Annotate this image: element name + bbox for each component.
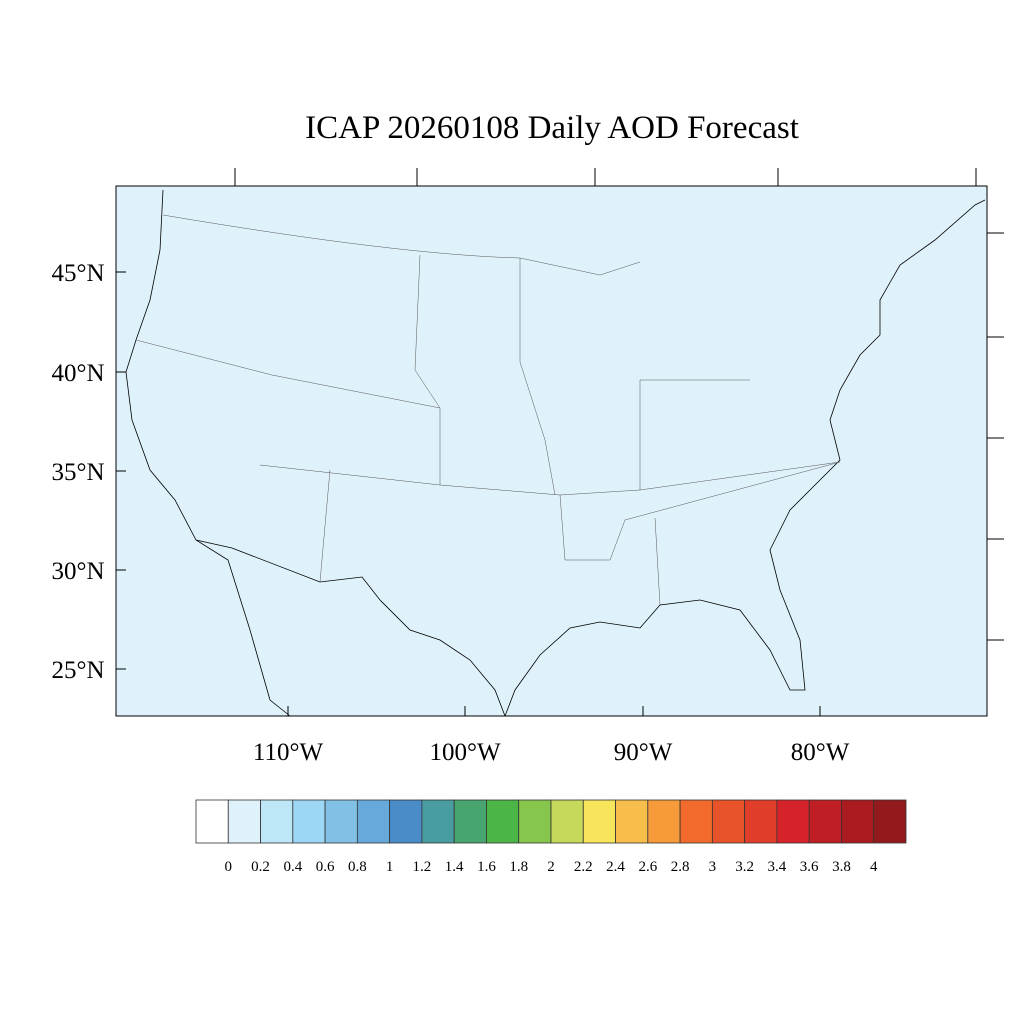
- lat-label: 30°N: [51, 558, 104, 585]
- colorbar-swatch: [841, 799, 875, 844]
- longitude-axis: 110°W 100°W 90°W 80°W: [253, 706, 850, 766]
- colorbar-label: 0.4: [283, 859, 302, 875]
- colorbar-swatch: [679, 799, 713, 844]
- colorbar-label: 1.2: [413, 859, 432, 875]
- frame-ticks: [234, 168, 1004, 641]
- colorbar-swatch: [389, 799, 423, 844]
- colorbar-label: 2.8: [671, 859, 690, 875]
- lat-label: 40°N: [51, 360, 104, 387]
- colorbar-swatch: [453, 799, 487, 844]
- lon-label: 90°W: [614, 739, 673, 766]
- colorbar-label: 0.8: [348, 859, 367, 875]
- colorbar-label: 2.4: [606, 859, 625, 875]
- colorbar-label: 2.2: [574, 859, 593, 875]
- state-borders: [135, 214, 841, 606]
- colorbar-swatch: [776, 799, 810, 844]
- lon-label: 100°W: [429, 739, 500, 766]
- map-title: ICAP 20260108 Daily AOD Forecast: [305, 110, 799, 146]
- lat-label: 25°N: [51, 657, 104, 684]
- colorbar-label: 2: [547, 859, 555, 875]
- colorbar-swatch: [711, 799, 746, 844]
- colorbar-label: 3.4: [768, 859, 787, 875]
- colorbar-swatch: [356, 799, 391, 844]
- colorbar-swatch: [486, 799, 520, 844]
- colorbar-label: 3.8: [832, 859, 851, 875]
- colorbar-swatch: [324, 799, 358, 844]
- colorbar-swatch: [873, 799, 907, 844]
- lon-label: 80°W: [791, 739, 850, 766]
- lat-label: 35°N: [51, 459, 104, 486]
- colorbar-swatch: [227, 799, 261, 844]
- colorbar: 0 0.2 0.4 0.6 0.8 1 1.2 1.4 1.6 1.8 2 2.2 2.4 2.6 2.8 3…: [195, 799, 907, 875]
- map-background: [115, 185, 988, 717]
- colorbar-swatch: [260, 799, 294, 844]
- colorbar-label: 0.6: [316, 859, 335, 875]
- colorbar-swatch: [647, 799, 681, 844]
- colorbar-label: 2.6: [638, 859, 657, 875]
- colorbar-label: 3.6: [800, 859, 819, 875]
- colorbar-label: 1.6: [477, 859, 496, 875]
- colorbar-swatch: [615, 799, 649, 844]
- colorbar-swatch: [518, 799, 552, 844]
- us-coastline: [125, 189, 986, 717]
- colorbar-label: 0.2: [251, 859, 270, 875]
- colorbar-swatch: [582, 799, 616, 844]
- colorbar-swatch: [292, 799, 326, 844]
- colorbar-swatch: [421, 799, 455, 844]
- lat-label: 45°N: [51, 260, 104, 287]
- colorbar-swatch: [744, 799, 778, 844]
- colorbar-label: 0: [225, 859, 233, 875]
- latitude-axis: 45°N 40°N 35°N 30°N 25°N: [51, 260, 126, 684]
- colorbar-label: 4: [870, 859, 878, 875]
- lon-label: 110°W: [253, 739, 324, 766]
- colorbar-swatch: [550, 799, 584, 844]
- colorbar-label: 3: [709, 859, 717, 875]
- colorbar-label: 1.8: [509, 859, 528, 875]
- colorbar-label: 3.2: [735, 859, 754, 875]
- colorbar-swatch: [195, 799, 229, 844]
- colorbar-label: 1.4: [445, 859, 464, 875]
- colorbar-swatch: [808, 799, 842, 844]
- colorbar-label: 1: [386, 859, 394, 875]
